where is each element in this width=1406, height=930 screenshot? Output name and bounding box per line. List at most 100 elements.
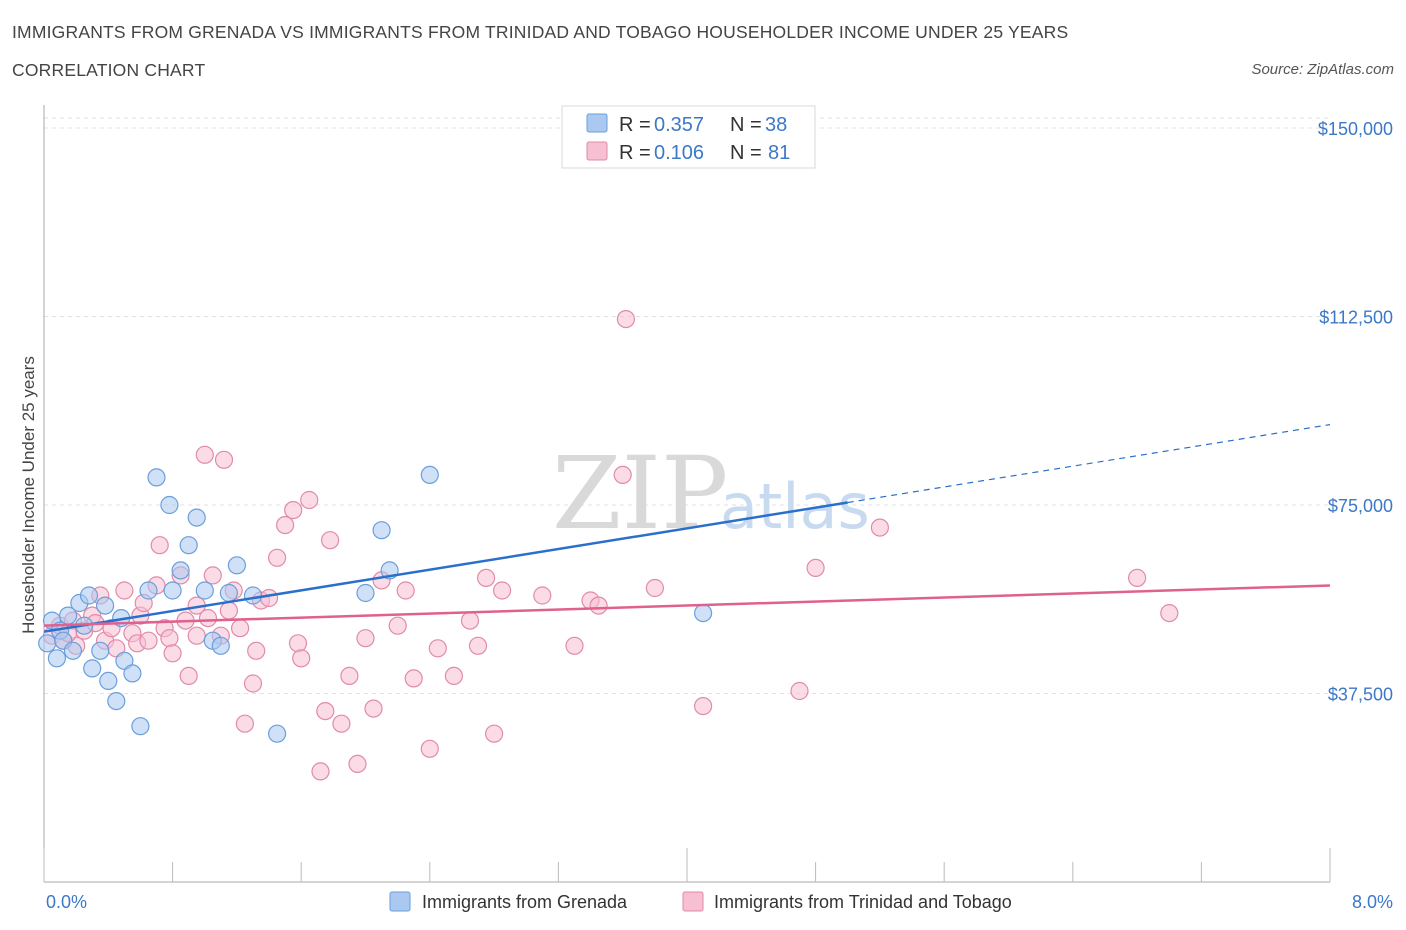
watermark-atlas: atlas: [720, 470, 870, 543]
trinidad-point: [163, 644, 182, 663]
bottom-legend: Immigrants from Grenada Immigrants from …: [389, 891, 1012, 912]
trinidad-point: [150, 536, 169, 555]
grenada-point: [123, 664, 142, 683]
grenada-trend-extension: [847, 424, 1331, 504]
y-axis-title: Householder Income Under 25 years: [19, 356, 38, 634]
grenada-point: [99, 671, 118, 691]
trinidad-point: [340, 666, 359, 686]
bottom-legend-swatch-blue: [389, 891, 411, 912]
grenada-point: [47, 649, 67, 668]
y-tick-label: $75,000: [1328, 496, 1393, 516]
trend-lines: [43, 424, 1331, 633]
x-tick-label: 0.0%: [46, 892, 87, 912]
y-tick-label: $150,000: [1318, 119, 1393, 139]
legend-r-label: R =: [619, 114, 651, 136]
trinidad-point: [348, 754, 367, 774]
grenada-point: [91, 641, 110, 660]
trinidad-point: [790, 681, 809, 701]
grenada-trend-line: [43, 501, 848, 633]
source-label: Source: ZipAtlas.com: [1251, 61, 1394, 78]
grenada-point: [147, 468, 166, 487]
trinidad-point: [404, 669, 423, 688]
grenada-point: [179, 536, 198, 555]
trinidad-point: [870, 518, 890, 537]
trinidad-point: [1127, 568, 1147, 588]
trinidad-point: [214, 450, 234, 469]
trinidad-point: [203, 566, 222, 585]
trinidad-point: [565, 636, 584, 655]
y-tick-labels: $37,500 $75,000 $112,500 $150,000: [1318, 119, 1393, 704]
legend-n-value: 38: [765, 114, 787, 136]
grenada-point: [356, 583, 375, 603]
trinidad-point: [300, 490, 319, 510]
trinidad-point: [533, 586, 552, 605]
trinidad-point: [219, 601, 238, 620]
y-tick-label: $112,500: [1319, 308, 1393, 328]
grenada-point: [160, 495, 179, 515]
trinidad-point: [139, 631, 158, 650]
trinidad-point: [231, 619, 250, 638]
series-grenada-points: [38, 465, 713, 743]
x-tick-label: 8.0%: [1352, 892, 1393, 912]
trinidad-point: [316, 701, 335, 721]
trinidad-point: [247, 641, 266, 660]
trinidad-point: [284, 501, 303, 520]
trinidad-point: [468, 636, 488, 655]
grenada-point: [139, 581, 158, 600]
bottom-legend-label-grenada: Immigrants from Grenada: [422, 892, 628, 912]
trinidad-point: [477, 568, 496, 588]
trinidad-point: [616, 310, 636, 329]
trinidad-point: [311, 762, 330, 781]
grenada-point: [163, 581, 182, 600]
grenada-point: [131, 717, 150, 736]
grenada-point: [38, 634, 57, 653]
trinidad-point: [806, 558, 825, 578]
watermark: ZIP atlas: [552, 435, 870, 552]
grenada-point: [63, 641, 83, 660]
trinidad-point: [321, 531, 340, 550]
trinidad-point: [198, 608, 218, 628]
trinidad-point: [115, 581, 134, 600]
legend-r-value: 0.357: [654, 114, 704, 136]
grenada-point: [219, 583, 238, 603]
grenada-point: [79, 586, 99, 605]
trinidad-point: [288, 634, 308, 653]
trinidad-point: [268, 548, 287, 567]
trinidad-point: [259, 588, 279, 608]
grenada-point: [107, 691, 126, 711]
trinidad-point: [356, 629, 375, 648]
trinidad-point: [645, 578, 665, 598]
trinidad-point: [235, 714, 254, 733]
grenada-point: [195, 581, 214, 600]
grenada-point: [171, 561, 190, 580]
trinidad-point: [428, 639, 447, 658]
trinidad-trend-line: [43, 584, 1331, 627]
grenada-point: [372, 521, 391, 540]
trinidad-point: [332, 714, 351, 733]
series-trinidad-points: [42, 310, 1179, 781]
trinidad-point: [187, 626, 206, 645]
legend-r-value: 0.106: [654, 142, 704, 164]
trinidad-point: [179, 666, 198, 686]
grenada-point: [83, 659, 102, 678]
trinidad-point: [613, 465, 632, 484]
trinidad-point: [364, 699, 383, 718]
trinidad-point: [460, 611, 480, 630]
chart-title: IMMIGRANTS FROM GRENADA VS IMMIGRANTS FR…: [12, 22, 1069, 42]
trinidad-point: [444, 666, 463, 686]
grenada-point: [693, 603, 713, 623]
grenada-point: [227, 556, 246, 575]
trinidad-point: [388, 616, 407, 635]
x-tick-labels: 0.0% 8.0%: [46, 892, 1393, 912]
legend-n-value: 81: [768, 142, 790, 164]
legend-n-label: N =: [730, 142, 762, 164]
grenada-point: [95, 596, 115, 615]
trinidad-point: [485, 724, 504, 743]
legend: R = 0.357 N = 38 R = 0.106 N = 81: [561, 105, 816, 169]
bottom-legend-swatch-pink: [682, 891, 704, 912]
trinidad-point: [243, 674, 263, 693]
grenada-point: [187, 508, 206, 527]
trinidad-point: [160, 629, 179, 648]
